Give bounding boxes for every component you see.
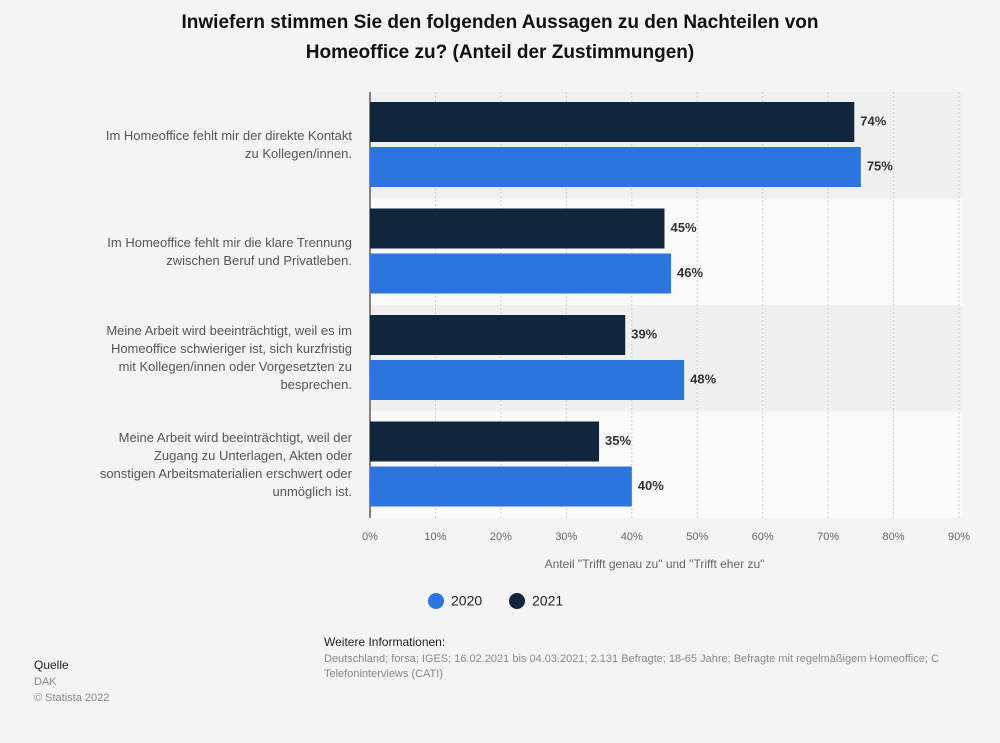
x-tick-label: 0%	[362, 531, 378, 543]
info: Deutschland; forsa; IGES; 16.02.2021 bis…	[324, 653, 939, 680]
category-label: Meine Arbeit wird beeinträchtigt, weil d…	[99, 429, 352, 499]
copyright: © Statista 2022	[34, 692, 110, 704]
data-label: 35%	[605, 433, 631, 448]
x-tick-label: 80%	[883, 531, 905, 543]
data-label: 39%	[631, 326, 657, 341]
data-label: 45%	[671, 220, 697, 235]
data-label: 40%	[638, 478, 664, 493]
x-tick-label: 90%	[948, 531, 970, 543]
bar	[370, 253, 672, 294]
legend-label: 2020	[451, 593, 482, 609]
legend-swatch	[428, 593, 444, 609]
category-label: Im Homeoffice fehlt mir die klare Trennu…	[107, 234, 352, 268]
bar	[370, 421, 600, 462]
data-label: 74%	[860, 113, 886, 128]
info-heading: Weitere Informationen:	[324, 635, 446, 649]
source: DAK	[34, 676, 57, 688]
data-label: 46%	[677, 265, 703, 280]
source-heading: Quelle	[34, 658, 69, 672]
x-tick-label: 70%	[817, 531, 839, 543]
bar	[370, 147, 861, 187]
bar	[370, 360, 685, 400]
bar	[370, 208, 665, 249]
x-tick-label: 10%	[424, 531, 446, 543]
data-label: 75%	[867, 158, 893, 173]
x-tick-label: 60%	[752, 531, 774, 543]
x-tick-label: 40%	[621, 531, 643, 543]
legend-label: 2021	[532, 593, 563, 609]
bar	[370, 466, 632, 507]
x-tick-label: 20%	[490, 531, 512, 543]
x-tick-label: 50%	[686, 531, 708, 543]
x-axis-label: Anteil "Trifft genau zu" und "Trifft ehe…	[545, 557, 765, 571]
data-label: 48%	[690, 371, 716, 386]
chart-title: Inwiefern stimmen Sie den folgenden Auss…	[181, 12, 819, 63]
x-tick-label: 30%	[555, 531, 577, 543]
category-label: Meine Arbeit wird beeinträchtigt, weil e…	[106, 323, 352, 393]
bar	[370, 315, 626, 355]
bar	[370, 102, 855, 142]
legend-swatch	[509, 593, 525, 609]
category-label: Im Homeoffice fehlt mir der direkte Kont…	[105, 128, 352, 162]
